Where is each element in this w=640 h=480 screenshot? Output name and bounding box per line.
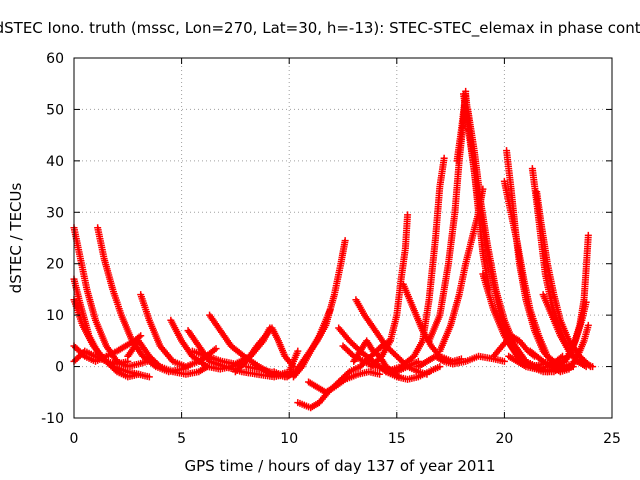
x-tick-label: 0 xyxy=(70,431,79,447)
x-tick-label: 25 xyxy=(603,431,621,447)
data-point xyxy=(395,373,403,381)
data-point xyxy=(440,154,448,162)
series-arc24 xyxy=(382,154,448,376)
series-arc26 xyxy=(414,352,508,371)
data-point xyxy=(135,370,143,378)
y-tick-label: 50 xyxy=(46,102,64,118)
series-arc39 xyxy=(539,291,590,371)
data-point xyxy=(582,363,590,371)
series-arc18 xyxy=(305,368,384,396)
series-arc23 xyxy=(367,211,412,371)
y-tick-label: 30 xyxy=(46,205,64,221)
y-tick-label: 10 xyxy=(46,308,64,324)
data-point xyxy=(584,321,592,329)
y-tick-label: -10 xyxy=(41,411,64,427)
data-points xyxy=(70,87,597,412)
y-tick-label: 20 xyxy=(46,257,64,273)
series-arc36 xyxy=(533,188,594,371)
data-point xyxy=(436,363,444,371)
x-tick-label: 5 xyxy=(177,431,186,447)
data-point xyxy=(348,351,356,359)
data-point xyxy=(341,237,349,245)
data-point xyxy=(423,370,431,378)
data-point xyxy=(155,361,163,369)
data-point xyxy=(326,306,334,314)
y-tick-label: 0 xyxy=(55,360,64,376)
x-tick-label: 15 xyxy=(388,431,406,447)
data-point xyxy=(584,231,592,239)
series-arc40 xyxy=(548,321,592,376)
y-tick-label: 40 xyxy=(46,154,64,170)
series-arc42 xyxy=(490,332,539,360)
data-point xyxy=(500,357,508,365)
chart-title: dSTEC Iono. truth (mssc, Lon=270, Lat=30… xyxy=(0,19,640,38)
axis-ticks: 0 5 10 15 20 25 -10 0 10 20 30 40 50 60 xyxy=(41,51,621,447)
plot-frame xyxy=(73,57,613,419)
x-axis-label: GPS time / hours of day 137 of year 2011 xyxy=(185,457,496,475)
data-point xyxy=(212,345,220,353)
x-tick-label: 20 xyxy=(495,431,513,447)
data-point xyxy=(294,347,302,355)
series-arc41 xyxy=(505,352,567,373)
data-point xyxy=(376,370,384,378)
y-tick-label: 60 xyxy=(46,51,64,67)
data-point xyxy=(559,352,567,360)
series-arc05 xyxy=(70,347,132,368)
series-arc16 xyxy=(290,306,334,381)
data-point xyxy=(404,211,412,219)
x-tick-label: 10 xyxy=(280,431,298,447)
data-point xyxy=(137,332,145,340)
data-point xyxy=(582,298,590,306)
data-point xyxy=(531,352,539,360)
data-point xyxy=(145,373,153,381)
y-axis-label: dSTEC / TECUs xyxy=(7,182,25,293)
data-point xyxy=(112,366,120,374)
